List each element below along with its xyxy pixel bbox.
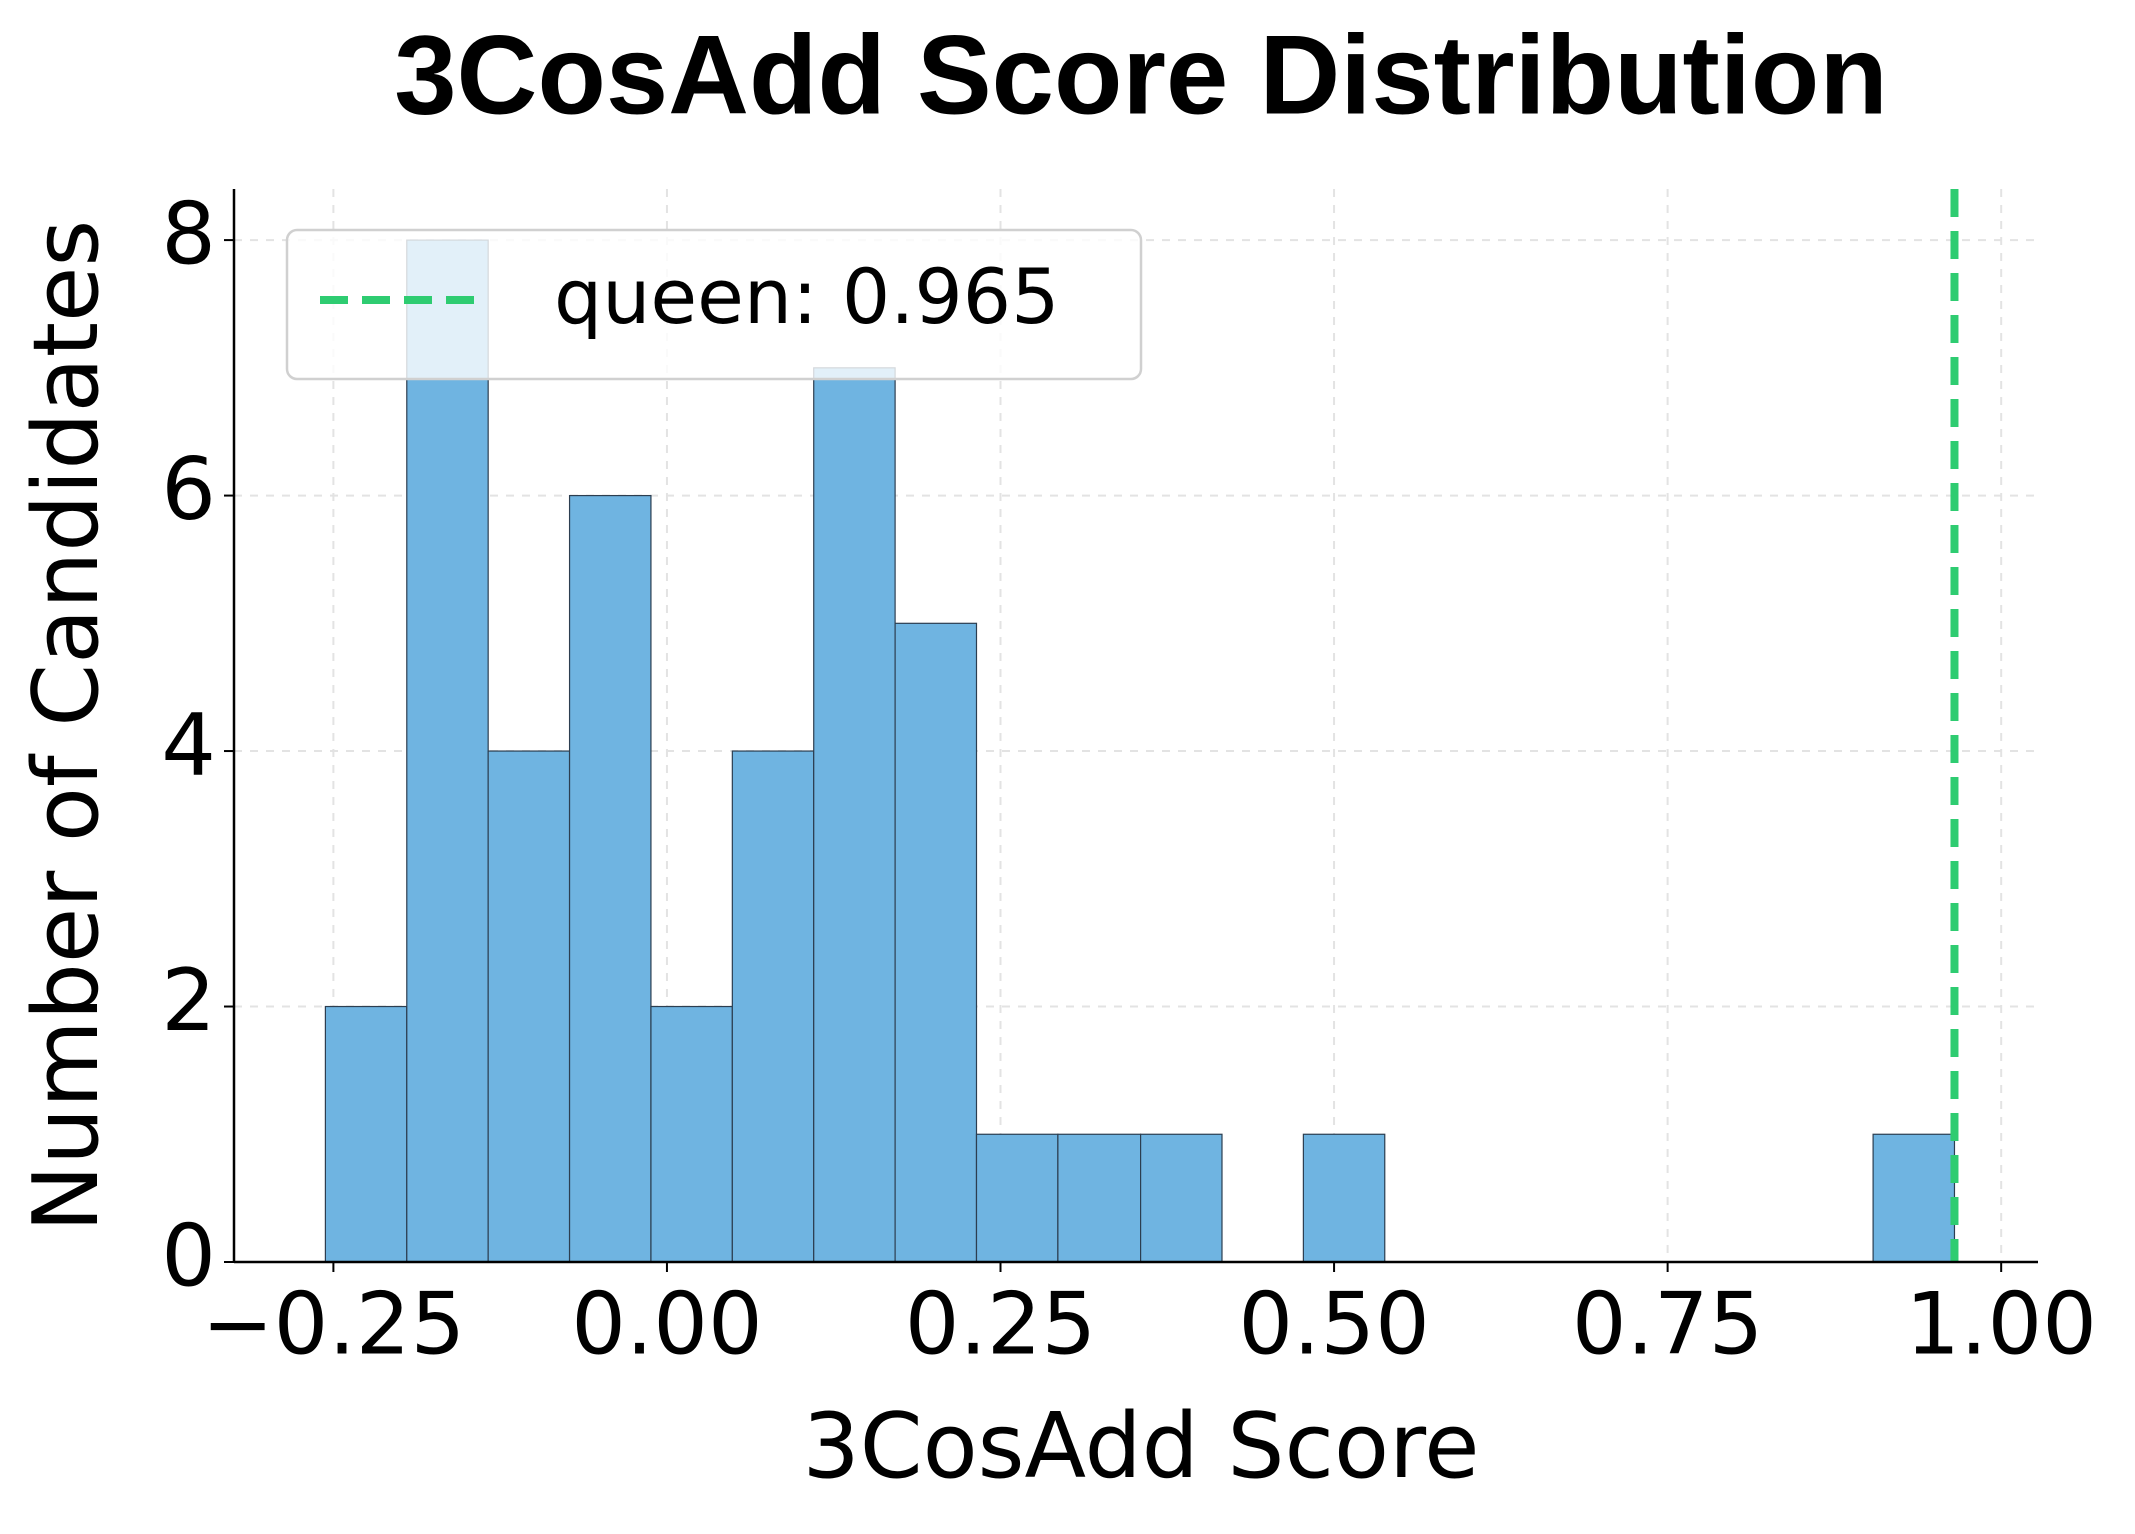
- legend: queen: 0.965: [285, 228, 1143, 381]
- histogram-bar: [1057, 1133, 1142, 1263]
- histogram-bar: [650, 1005, 733, 1263]
- y-tick-label: 6: [161, 440, 216, 540]
- x-tick-label: −0.25: [202, 1274, 466, 1374]
- histogram-bar: [487, 750, 571, 1263]
- y-axis-label: Number of Candidates: [14, 220, 119, 1233]
- histogram-bar: [975, 1133, 1059, 1263]
- y-tick-label: 4: [161, 695, 216, 795]
- histogram-bar: [731, 750, 815, 1263]
- x-tick-label: 1.00: [1905, 1274, 2096, 1374]
- x-axis-label: 3CosAdd Score: [803, 1394, 1480, 1499]
- histogram-bar: [406, 239, 489, 1263]
- histogram-bar: [324, 1005, 408, 1263]
- histogram-bar: [894, 622, 978, 1263]
- legend-box: [285, 228, 1143, 381]
- histogram-bar: [813, 367, 896, 1263]
- y-tick-label: 0: [161, 1206, 216, 1306]
- histogram-bar: [1140, 1133, 1223, 1263]
- x-tick-label: 0.25: [905, 1274, 1096, 1374]
- histogram-bar: [568, 494, 652, 1263]
- x-tick-label: 0.50: [1238, 1274, 1429, 1374]
- chart-title: 3CosAdd Score Distribution: [394, 13, 1887, 138]
- legend-label: queen: 0.965: [554, 252, 1059, 341]
- histogram-bar: [1872, 1133, 1956, 1263]
- x-tick-label: 0.75: [1572, 1274, 1763, 1374]
- y-tick-label: 8: [161, 185, 216, 285]
- histogram-bar: [1302, 1133, 1386, 1263]
- x-tick-label: 0.00: [571, 1274, 762, 1374]
- y-tick-label: 2: [161, 951, 216, 1051]
